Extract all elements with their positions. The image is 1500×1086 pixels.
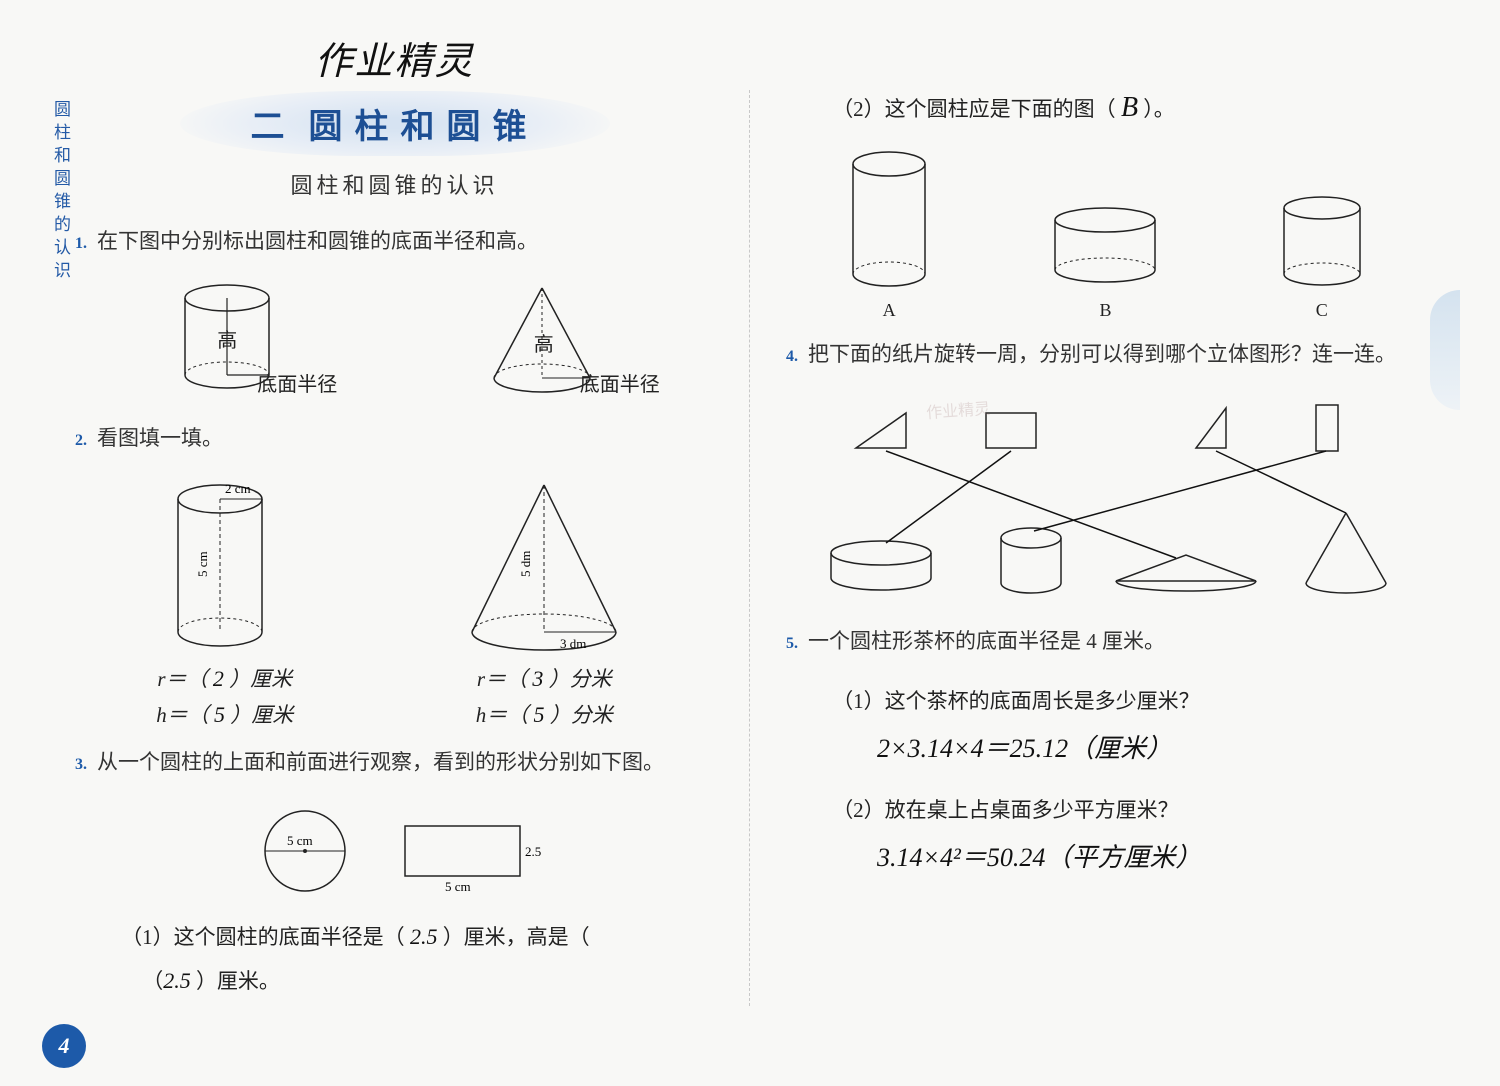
- q3-p1-suf: ）厘米。: [196, 969, 280, 993]
- q3-rect-h: 2.5 cm: [525, 844, 545, 859]
- right-column: （2）这个圆柱应是下面的图（ B ）。 A: [751, 30, 1460, 1066]
- q2-cone-r-line: r＝（ 3 ）分米: [477, 663, 612, 693]
- section-subtitle: 圆柱和圆锥的认识: [75, 168, 714, 200]
- q1-cone-height-label: 高: [534, 328, 554, 357]
- q2-cone-h-line: h＝（ 5 ）分米: [476, 699, 613, 729]
- q1-figures: 高 底面半径 高 底面半径: [75, 280, 714, 405]
- q3-p2-ans: B: [1121, 92, 1138, 123]
- q2-figures: 2 cm 5 cm r＝（ 2 ）厘米 h＝（ 5 ）厘米: [75, 477, 714, 729]
- question-2: 2. 看图填一填。: [75, 419, 714, 459]
- cylinder-short-icon: [1040, 146, 1170, 296]
- chapter-banner: 二 圆柱和圆锥: [180, 91, 610, 156]
- question-1: 1. 在下图中分别标出圆柱和圆锥的底面半径和高。: [75, 222, 714, 262]
- q4-number: 4.: [786, 348, 798, 365]
- q2-cone-fig: 5 dm 3 dm r＝（ 3 ）分米 h＝（ 5 ）分米: [454, 477, 634, 729]
- q3-part2: （2）这个圆柱应是下面的图（ B ）。: [786, 80, 1425, 136]
- q3-p2-suf: ）。: [1143, 97, 1175, 121]
- q3-views: 5 cm 2.5 cm 5 cm: [75, 801, 714, 901]
- question-3: 3. 从一个圆柱的上面和前面进行观察，看到的形状分别如下图。: [75, 743, 714, 783]
- q1-cyl-radius-label: 底面半径: [257, 368, 337, 397]
- q2-number: 2.: [75, 432, 87, 449]
- q5-number: 5.: [786, 635, 798, 652]
- q1-number: 1.: [75, 235, 87, 252]
- option-B: B: [1040, 146, 1170, 321]
- q3-p1-mid: ）厘米，高是（: [443, 925, 590, 949]
- left-column: 作业精灵 二 圆柱和圆锥 圆柱和圆锥的认识 1. 在下图中分别标出圆柱和圆锥的底…: [40, 30, 749, 1066]
- q2-cyl-r-line: r＝（ 2 ）厘米: [157, 663, 292, 693]
- q1-cone-fig: 高 底面半径: [472, 280, 632, 405]
- q5-part2-answer: 3.14×4²＝50.24（平方厘米）: [786, 837, 1425, 874]
- q3-circle-dim: 5 cm: [287, 833, 313, 848]
- q2-cyl-h-ans: 5: [214, 702, 225, 727]
- q2-cyl-topdim: 2 cm: [225, 481, 251, 496]
- q3-p1-pre: （1）这个圆柱的底面半径是（: [121, 925, 405, 949]
- q1-cylinder-fig: 高 底面半径: [157, 280, 307, 405]
- cylinder-icon: 2 cm 5 cm: [155, 477, 295, 657]
- cylinder-tall-icon: [834, 146, 944, 296]
- q2-cone-sidedim: 5 dm: [518, 550, 533, 576]
- handwriting-watermark-top: 作业精灵: [75, 30, 714, 85]
- q2-cyl-sidedim: 5 cm: [195, 551, 210, 577]
- rect-front-view: 2.5 cm 5 cm: [395, 801, 545, 901]
- q2-cone-basedim: 3 dm: [560, 636, 586, 651]
- question-4: 4. 把下面的纸片旋转一周，分别可以得到哪个立体图形？连一连。: [786, 335, 1425, 375]
- q1-cyl-height-label: 高: [217, 324, 237, 353]
- circle-top-view: 5 cm: [245, 801, 365, 901]
- option-A: A: [834, 146, 944, 321]
- option-B-label: B: [1099, 300, 1111, 321]
- option-C-label: C: [1316, 300, 1328, 321]
- q5-part2-q: （2）放在桌上占桌面多少平方厘米？: [786, 789, 1425, 831]
- cylinder-med-icon: [1267, 146, 1377, 296]
- q2-cone-r-ans: 3: [532, 666, 543, 691]
- q2-cone-h-ans: 5: [534, 702, 545, 727]
- q5-text: 一个圆柱形茶杯的底面半径是 4 厘米。: [808, 629, 1165, 653]
- worksheet-page: 作业精灵 二 圆柱和圆锥 圆柱和圆锥的认识 1. 在下图中分别标出圆柱和圆锥的底…: [0, 0, 1500, 1086]
- q5-part1-q: （1）这个茶杯的底面周长是多少厘米？: [786, 680, 1425, 722]
- q1-cone-radius-label: 底面半径: [580, 368, 660, 397]
- q3-rect-w: 5 cm: [445, 879, 471, 894]
- q2-cylinder-fig: 2 cm 5 cm r＝（ 2 ）厘米 h＝（ 5 ）厘米: [155, 477, 295, 729]
- q3-p1-ans-r: 2.5: [410, 924, 438, 949]
- cone-icon: 5 dm 3 dm: [454, 477, 634, 657]
- q2-cyl-h-line: h＝（ 5 ）厘米: [156, 699, 293, 729]
- q2-text: 看图填一填。: [97, 426, 223, 450]
- q3-part1: （1）这个圆柱的底面半径是（ 2.5 ）厘米，高是（ （2.5 ）厘米。: [75, 915, 714, 1003]
- chapter-num: 二: [251, 109, 305, 146]
- q3-p2-pre: （2）这个圆柱应是下面的图（: [832, 97, 1116, 121]
- q2-cyl-r-ans: 2: [213, 666, 224, 691]
- q3-text: 从一个圆柱的上面和前面进行观察，看到的形状分别如下图。: [97, 750, 664, 774]
- q1-text: 在下图中分别标出圆柱和圆锥的底面半径和高。: [97, 229, 538, 253]
- q3-number: 3.: [75, 756, 87, 773]
- option-C: C: [1267, 146, 1377, 321]
- q5-part1-answer: 2×3.14×4＝25.12（厘米）: [786, 728, 1425, 765]
- q4-text: 把下面的纸片旋转一周，分别可以得到哪个立体图形？连一连。: [808, 342, 1396, 366]
- question-5: 5. 一个圆柱形茶杯的底面半径是 4 厘米。: [786, 622, 1425, 662]
- option-A-label: A: [883, 300, 896, 321]
- right-edge-decoration: [1430, 290, 1460, 410]
- q3-options: A B: [786, 146, 1425, 321]
- page-number-badge: 4: [42, 1024, 86, 1068]
- q4-figure: 作业精灵: [786, 393, 1425, 608]
- chapter-title: 圆柱和圆锥: [309, 109, 539, 146]
- q4-matching-diagram: [816, 393, 1396, 603]
- q3-p1-ans-h: 2.5: [163, 968, 191, 993]
